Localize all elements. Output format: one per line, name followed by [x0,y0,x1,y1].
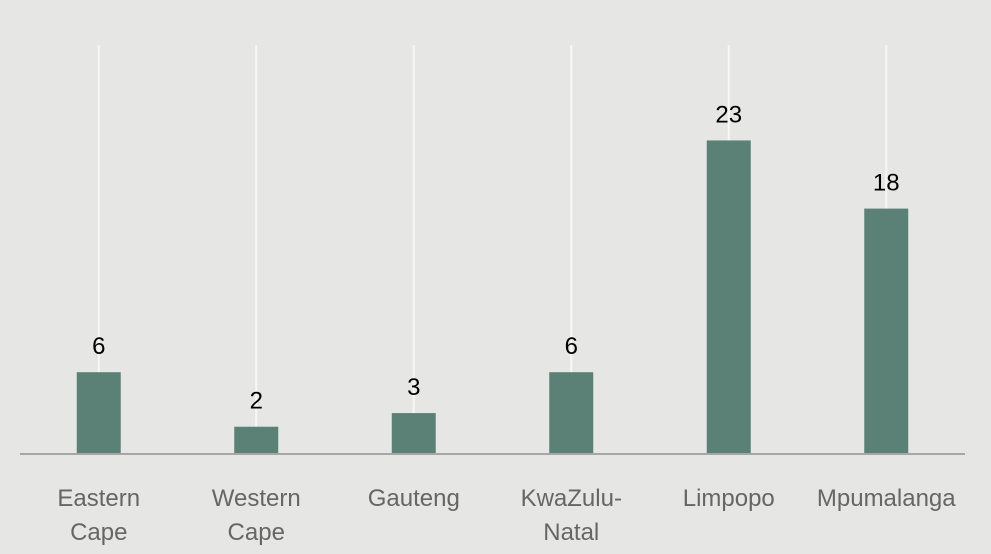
x-tick-label: Eastern Cape [57,485,141,546]
data-label: 23 [715,101,742,128]
data-label: 18 [873,170,900,197]
bar [76,372,121,454]
x-tick-label: Mpumalanga [816,485,956,512]
bar [549,372,594,454]
data-label: 2 [250,388,263,415]
bar [864,208,909,454]
x-tick-label: KwaZulu-Natal [520,485,622,546]
bar [706,140,751,454]
data-label: 6 [92,333,105,360]
bar [234,426,279,454]
data-label: 3 [407,374,420,401]
data-label: 6 [565,333,578,360]
x-tick-label: Gauteng [367,485,460,512]
x-tick-label: Limpopo [682,485,775,512]
bar [391,413,436,454]
x-tick-label: Western Cape [211,485,301,546]
